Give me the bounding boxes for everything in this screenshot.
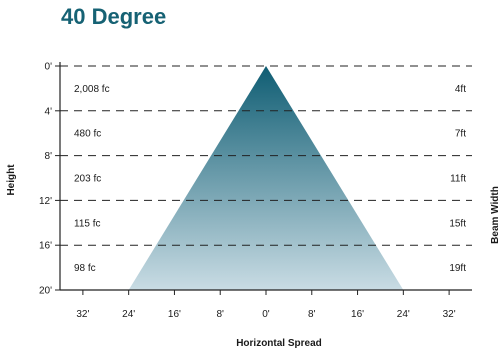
grid-lines <box>60 65 472 246</box>
y-tick-label: 16' <box>39 241 52 252</box>
y-tick-label: 0' <box>45 62 53 73</box>
illuminance-label: 2,008 fc <box>74 84 110 95</box>
x-tick-label: 8' <box>216 309 224 320</box>
x-tick-label: 16' <box>168 309 181 320</box>
y-tick-label: 4' <box>45 106 53 117</box>
x-axis-ticks: 32' 24' 16' 8' 0' 8' 16' 24' 32' <box>76 290 456 320</box>
illuminance-label: 98 fc <box>74 263 96 274</box>
beam-width-label: 11ft <box>450 174 466 185</box>
illuminance-label: 115 fc <box>74 218 101 229</box>
illuminance-label: 480 fc <box>74 129 101 140</box>
x-tick-label: 0' <box>262 309 270 320</box>
beam-width-label: 19ft <box>449 263 466 274</box>
data-labels: 2,008 fc 4ft 480 fc 7ft 203 fc 11ft 115 fc 15ft… <box>74 84 466 274</box>
chart-title: 40 Degree <box>61 4 167 29</box>
y2-axis-title: Beam Width <box>490 186 501 244</box>
beam-width-label: 15ft <box>449 218 466 229</box>
y-axis-title: Height <box>6 164 17 196</box>
illuminance-label: 203 fc <box>74 174 101 185</box>
y-tick-label: 12' <box>39 196 52 207</box>
beam-width-label: 7ft <box>455 129 466 140</box>
x-tick-label: 24' <box>397 309 410 320</box>
y-tick-label: 8' <box>45 151 53 162</box>
x-tick-label: 8' <box>308 309 316 320</box>
beam-cone <box>128 66 404 290</box>
y-tick-label: 20' <box>39 286 52 297</box>
x-tick-label: 32' <box>76 309 89 320</box>
y-axis-ticks: 0' 4' 8' 12' 16' 20' <box>39 62 60 297</box>
beam-width-label: 4ft <box>455 84 466 95</box>
x-tick-label: 24' <box>122 309 135 320</box>
x-tick-label: 32' <box>443 309 456 320</box>
x-axis-title: Horizontal Spread <box>236 338 322 349</box>
x-tick-label: 16' <box>351 309 364 320</box>
